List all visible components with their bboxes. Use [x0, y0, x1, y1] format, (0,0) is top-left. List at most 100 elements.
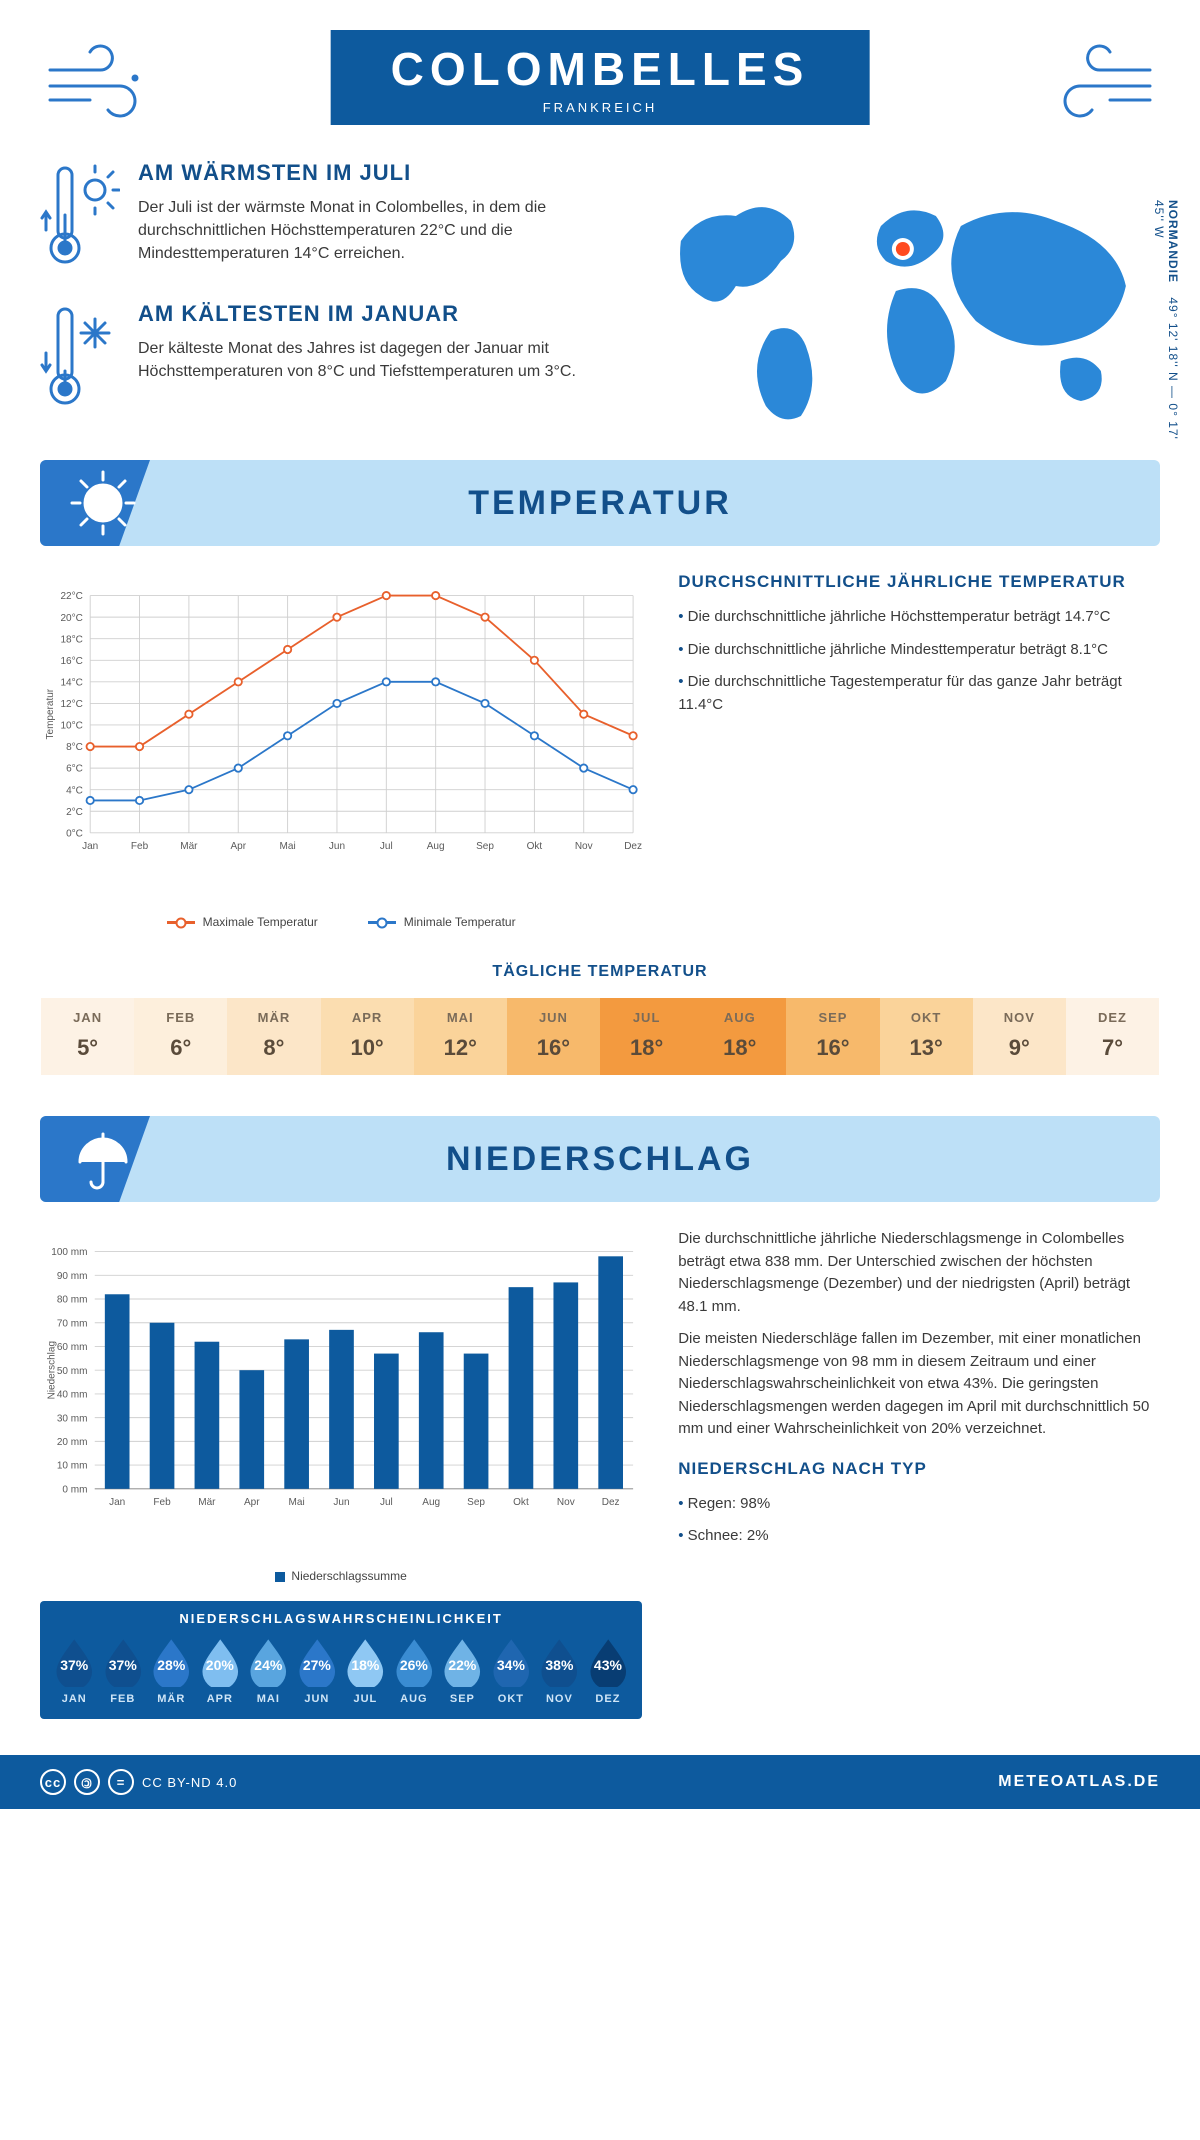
svg-text:50 mm: 50 mm [57, 1366, 88, 1377]
temperature-line-chart: 0°C2°C4°C6°C8°C10°C12°C14°C16°C18°C20°C2… [40, 572, 642, 902]
header: COLOMBELLES FRANKREICH [40, 30, 1160, 150]
svg-text:30 mm: 30 mm [57, 1413, 88, 1424]
coldest-text: Der kälteste Monat des Jahres ist dagege… [138, 337, 612, 383]
avg-temp-heading: DURCHSCHNITTLICHE JÄHRLICHE TEMPERATUR [678, 572, 1160, 592]
geo-sidebar: NORMANDIE 49° 12' 18'' N — 0° 17' 45'' W [1152, 200, 1180, 442]
world-map: NORMANDIE 49° 12' 18'' N — 0° 17' 45'' W [642, 160, 1160, 442]
daily-temp-cell: JAN5° [41, 998, 134, 1075]
svg-text:14°C: 14°C [60, 677, 82, 688]
svg-text:Okt: Okt [527, 841, 543, 852]
svg-text:Mai: Mai [280, 841, 296, 852]
svg-text:Jul: Jul [380, 1497, 393, 1508]
svg-text:Niederschlag: Niederschlag [47, 1341, 58, 1399]
svg-text:60 mm: 60 mm [57, 1342, 88, 1353]
svg-text:100 mm: 100 mm [51, 1247, 87, 1258]
daily-temp-cell: MAI12° [414, 998, 507, 1075]
cc-nd-icon: = [108, 1769, 134, 1795]
svg-text:10°C: 10°C [60, 721, 82, 732]
sun-icon [68, 468, 138, 543]
rain-type-bullet: Regen: 98% [678, 1493, 1160, 1516]
svg-text:0 mm: 0 mm [62, 1484, 87, 1495]
svg-text:Aug: Aug [422, 1497, 440, 1508]
prob-cell: 38%NOV [537, 1636, 582, 1705]
prob-cell: 24%MAI [246, 1636, 291, 1705]
legend-item: Minimale Temperatur [368, 915, 516, 929]
warmest-fact: AM WÄRMSTEN IM JULI Der Juli ist der wär… [40, 160, 612, 275]
svg-text:20°C: 20°C [60, 613, 82, 624]
daily-temp-cell: AUG18° [693, 998, 786, 1075]
svg-text:90 mm: 90 mm [57, 1271, 88, 1282]
svg-text:Temperatur: Temperatur [45, 688, 56, 739]
prob-cell: 37%JAN [52, 1636, 97, 1705]
svg-text:10 mm: 10 mm [57, 1461, 88, 1472]
svg-text:Jan: Jan [109, 1497, 125, 1508]
svg-text:Nov: Nov [575, 841, 593, 852]
svg-text:Aug: Aug [427, 841, 445, 852]
avg-bullet: Die durchschnittliche jährliche Mindestt… [678, 639, 1160, 662]
legend-item: Maximale Temperatur [167, 915, 318, 929]
umbrella-icon [68, 1124, 138, 1199]
avg-bullet: Die durchschnittliche Tagestemperatur fü… [678, 671, 1160, 716]
section-band-rain: NIEDERSCHLAG [40, 1116, 1160, 1202]
daily-temp-strip: JAN5°FEB6°MÄR8°APR10°MAI12°JUN16°JUL18°A… [40, 997, 1160, 1076]
country-name: FRANKREICH [391, 100, 810, 115]
bar-chart-legend: Niederschlagssumme [40, 1569, 642, 1583]
prob-cell: 28%MÄR [149, 1636, 194, 1705]
wind-icon [40, 40, 160, 135]
rain-type-bullet: Schnee: 2% [678, 1525, 1160, 1548]
prob-cell: 43%DEZ [586, 1636, 631, 1705]
section-title-rain: NIEDERSCHLAG [446, 1140, 754, 1179]
svg-text:Jan: Jan [82, 841, 98, 852]
thermometer-snow-icon [40, 301, 120, 416]
title-banner: COLOMBELLES FRANKREICH [331, 30, 870, 125]
svg-text:Jul: Jul [380, 841, 393, 852]
svg-text:Mär: Mär [180, 841, 198, 852]
cc-icon: cc [40, 1769, 66, 1795]
svg-text:Mär: Mär [198, 1497, 216, 1508]
svg-text:20 mm: 20 mm [57, 1437, 88, 1448]
svg-text:Sep: Sep [476, 841, 494, 852]
coldest-title: AM KÄLTESTEN IM JANUAR [138, 301, 612, 327]
svg-text:Dez: Dez [602, 1497, 620, 1508]
daily-temp-cell: FEB6° [134, 998, 227, 1075]
daily-temp-cell: MÄR8° [227, 998, 320, 1075]
precipitation-bar-chart: 0 mm10 mm20 mm30 mm40 mm50 mm60 mm70 mm8… [40, 1228, 642, 1558]
svg-text:Jun: Jun [333, 1497, 349, 1508]
svg-text:18°C: 18°C [60, 634, 82, 645]
precip-probability-box: NIEDERSCHLAGSWAHRSCHEINLICHKEIT 37%JAN37… [40, 1601, 642, 1719]
section-title-temp: TEMPERATUR [468, 484, 732, 523]
prob-cell: 34%OKT [489, 1636, 534, 1705]
avg-bullet: Die durchschnittliche jährliche Höchstte… [678, 606, 1160, 629]
daily-temp-cell: JUL18° [600, 998, 693, 1075]
warmest-title: AM WÄRMSTEN IM JULI [138, 160, 612, 186]
prob-title: NIEDERSCHLAGSWAHRSCHEINLICHKEIT [52, 1611, 630, 1626]
geo-region: NORMANDIE [1166, 200, 1180, 283]
svg-text:Apr: Apr [230, 841, 246, 852]
svg-text:Okt: Okt [513, 1497, 529, 1508]
svg-text:2°C: 2°C [66, 807, 83, 818]
daily-temp-cell: JUN16° [507, 998, 600, 1075]
svg-text:Feb: Feb [153, 1497, 171, 1508]
cc-by-icon: 🄯 [74, 1769, 100, 1795]
thermometer-sun-icon [40, 160, 120, 275]
prob-cell: 22%SEP [440, 1636, 485, 1705]
svg-text:Sep: Sep [467, 1497, 485, 1508]
footer-brand: METEOATLAS.DE [998, 1773, 1160, 1791]
daily-temp-cell: APR10° [321, 998, 414, 1075]
svg-text:Jun: Jun [329, 841, 345, 852]
svg-text:Feb: Feb [131, 841, 149, 852]
svg-text:40 mm: 40 mm [57, 1390, 88, 1401]
daily-temp-cell: NOV9° [973, 998, 1066, 1075]
svg-text:4°C: 4°C [66, 785, 83, 796]
rain-p1: Die durchschnittliche jährliche Niedersc… [678, 1228, 1160, 1318]
coldest-fact: AM KÄLTESTEN IM JANUAR Der kälteste Mona… [40, 301, 612, 416]
svg-text:Dez: Dez [624, 841, 642, 852]
prob-cell: 20%APR [198, 1636, 243, 1705]
city-name: COLOMBELLES [391, 42, 810, 96]
warmest-text: Der Juli ist der wärmste Monat in Colomb… [138, 196, 612, 266]
prob-cell: 37%FEB [101, 1636, 146, 1705]
bar-legend-label: Niederschlagssumme [291, 1569, 406, 1583]
license-label: CC BY-ND 4.0 [142, 1775, 237, 1790]
svg-text:6°C: 6°C [66, 764, 83, 775]
svg-text:Apr: Apr [244, 1497, 260, 1508]
